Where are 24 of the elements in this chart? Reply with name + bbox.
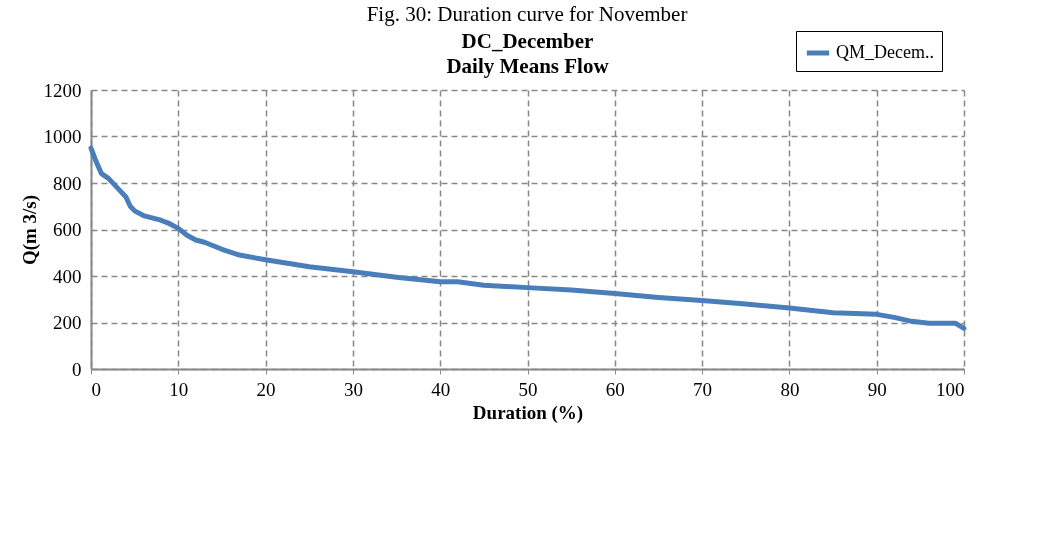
x-tick-label: 20 bbox=[256, 378, 276, 400]
legend-label: QM_Decem.. bbox=[836, 42, 934, 62]
y-tick-label: 1200 bbox=[43, 79, 82, 101]
x-tick-label: 60 bbox=[605, 378, 625, 400]
x-tick-label: 100 bbox=[936, 378, 965, 400]
x-tick-label: 0 bbox=[91, 378, 101, 400]
x-axis-title: Duration (%) bbox=[472, 401, 584, 424]
y-tick-label: 0 bbox=[72, 358, 82, 380]
x-tick-label: 70 bbox=[693, 378, 713, 400]
chart-subtitle: Daily Means Flow bbox=[446, 54, 610, 78]
x-tick-label: 40 bbox=[431, 378, 451, 400]
y-tick-label: 1000 bbox=[43, 126, 82, 147]
y-tick-label: 800 bbox=[53, 172, 82, 194]
y-axis-title: Q(m 3/s) bbox=[18, 194, 41, 266]
x-tick-label: 80 bbox=[780, 378, 800, 400]
chart-title: DC_December bbox=[461, 29, 594, 53]
y-tick-label: 400 bbox=[53, 265, 82, 287]
x-tick-label: 10 bbox=[169, 378, 189, 400]
y-tick-label: 600 bbox=[53, 219, 82, 240]
caption: Fig. 30: Duration curve for November bbox=[366, 2, 688, 26]
x-tick-label: 50 bbox=[518, 378, 538, 400]
x-tick-label: 90 bbox=[867, 378, 887, 400]
y-tick-label: 200 bbox=[53, 312, 82, 333]
x-tick-label: 30 bbox=[343, 378, 363, 400]
